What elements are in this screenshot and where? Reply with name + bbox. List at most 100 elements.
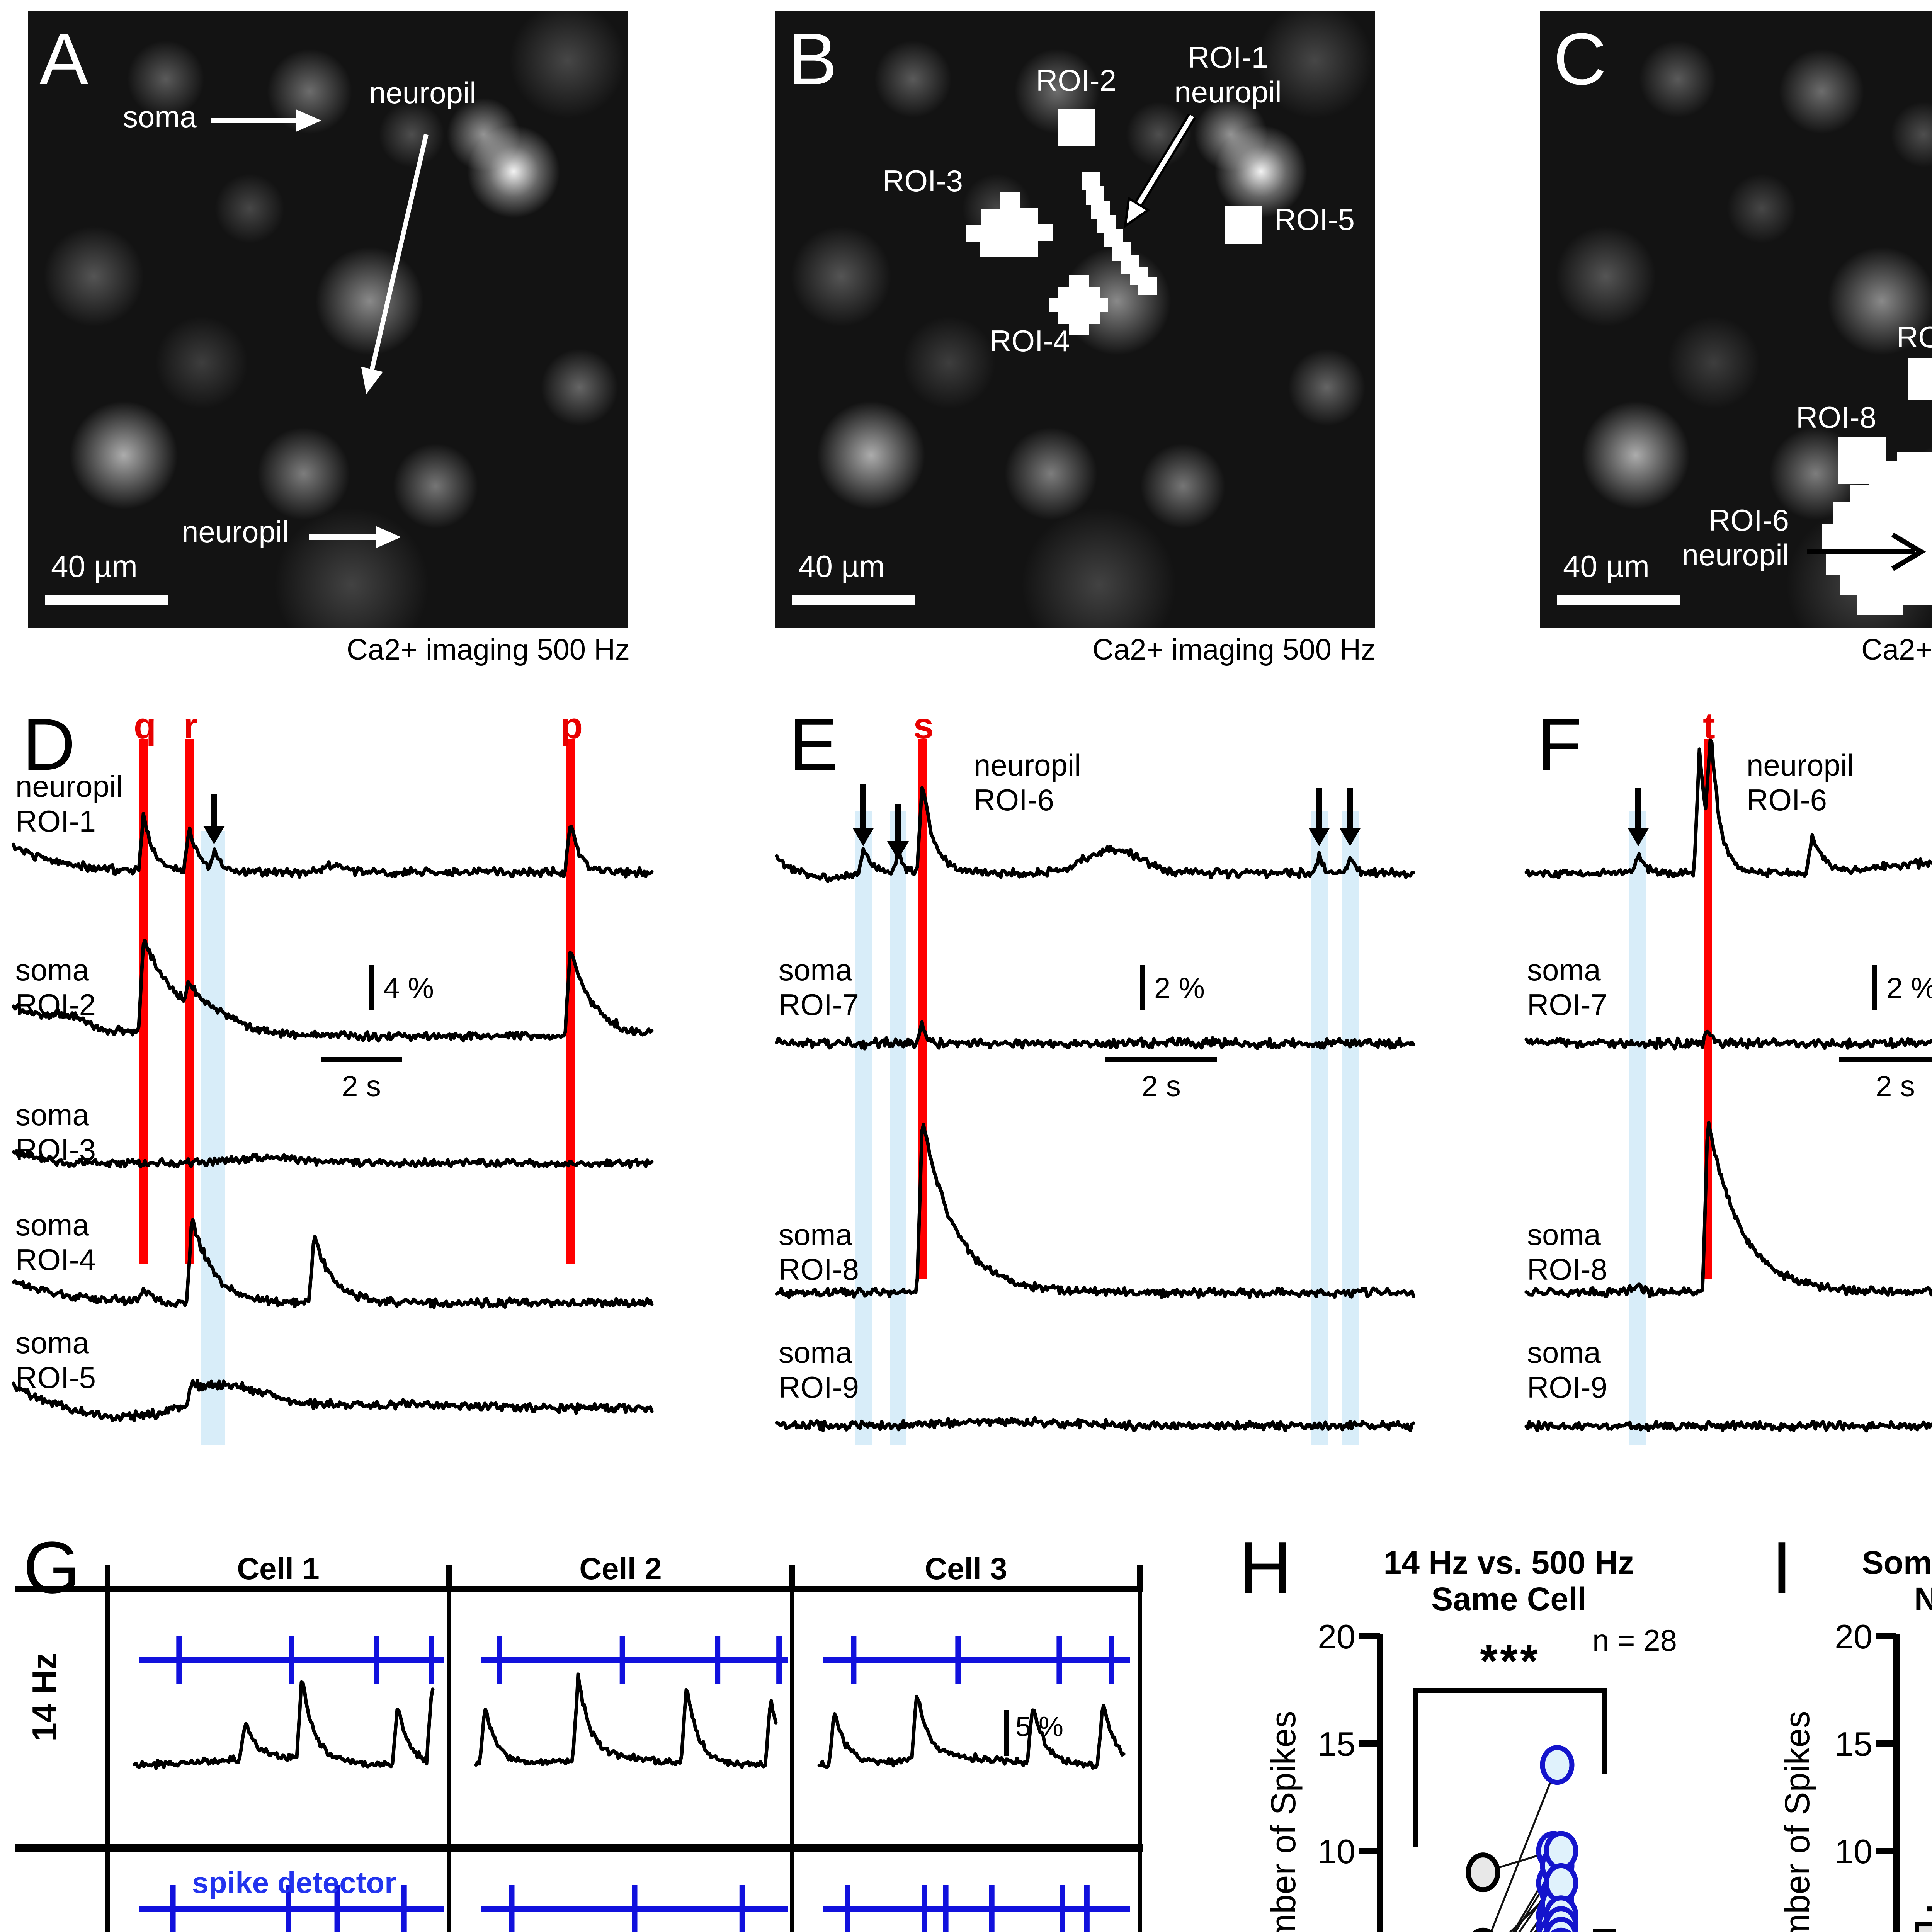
g-column-divider: [105, 1589, 110, 1932]
chart-H-pair-line: [1490, 1764, 1558, 1932]
trace-label: soma: [779, 1335, 852, 1369]
scalebar-b: [792, 595, 915, 605]
neuropil-bottom-label-a: neuropil: [182, 515, 289, 549]
cell3-header: Cell 3: [925, 1551, 1007, 1586]
panel-a-image: [28, 11, 628, 628]
chart-h-n-label: n = 28: [1592, 1623, 1677, 1657]
time-scalebar-F: [1839, 1057, 1932, 1062]
trace-label: ROI-2: [15, 988, 96, 1022]
panel-d-letter: D: [22, 704, 76, 786]
trace-label: ROI-8: [1527, 1252, 1608, 1286]
roi5-shape: [1225, 206, 1262, 244]
g-top-border: [15, 1586, 1143, 1592]
neuropil-top-arrow: [361, 367, 383, 394]
g-trace-14-cell3: [817, 1694, 1126, 1770]
roi1-arrow: [1133, 114, 1194, 211]
trace-D-row3: [12, 1218, 654, 1309]
chart-I-ytick: [1876, 1633, 1896, 1639]
stim-band-E: [855, 811, 872, 1445]
panel-f-letter: F: [1537, 704, 1582, 786]
chart-H-point-14 Hz: [1466, 1852, 1500, 1893]
chart-h-significance: ***: [1480, 1636, 1540, 1687]
trace-label: ROI-4: [15, 1243, 96, 1277]
spike-train-tick: [632, 1885, 638, 1932]
roi6-neuropil-label: neuropil: [1682, 538, 1789, 572]
roi9-label: ROI-9: [1896, 320, 1932, 354]
ytick-label: 15: [1318, 1725, 1355, 1763]
soma-label-a: soma: [123, 100, 197, 134]
trace-label: neuropil: [15, 769, 123, 803]
trace-label: neuropil: [1747, 748, 1854, 782]
chart-h-ylabel: Number of Spikes: [1264, 1711, 1303, 1932]
stim-mark-t: t: [1703, 706, 1715, 747]
chart-h-title-line1: 14 Hz vs. 500 Hz: [1383, 1544, 1634, 1581]
trace-label: soma: [15, 1208, 89, 1242]
spike-train-tick: [429, 1636, 434, 1684]
roi1-neuropil-label: neuropil: [1174, 75, 1282, 109]
spike-train-tick: [334, 1885, 340, 1932]
ytick-label: 10: [1835, 1832, 1872, 1871]
stim-mark-r: r: [183, 706, 198, 747]
stim-line-q: [139, 739, 148, 1264]
spike-train-tick: [401, 1885, 407, 1932]
stim-line-p: [566, 739, 575, 1264]
neuropil-top-arrow: [368, 134, 429, 376]
time-scale-label-e: 2 s: [1141, 1070, 1181, 1103]
event-arrow-E: [895, 804, 901, 842]
stim-line-r: [185, 739, 194, 1264]
soma-arrow: [296, 109, 321, 132]
pct-scale-label-f: 2 %: [1886, 972, 1932, 1005]
ytick-label: 20: [1835, 1617, 1872, 1656]
event-arrow-E: [1339, 828, 1361, 846]
trace-D-row4: [12, 1379, 654, 1422]
roi8-label: ROI-8: [1796, 400, 1877, 434]
chart-i-title-line1: Soma vs. Neuropil: [1862, 1544, 1932, 1581]
g-column-divider: [447, 1589, 451, 1932]
spike-train-tick: [1060, 1885, 1065, 1932]
chart-H-point-500 Hz: [1544, 1917, 1578, 1932]
trace-label: soma: [779, 1218, 852, 1252]
trace-label: soma: [779, 953, 852, 987]
spike-detector-label: spike detector: [192, 1866, 396, 1900]
spike-train-tick: [776, 1636, 782, 1684]
event-arrow-E: [860, 784, 866, 828]
event-arrow-E: [1347, 788, 1353, 828]
spike-train-tick: [289, 1636, 294, 1684]
trace-E-row3: [775, 1416, 1415, 1432]
trace-E-row0: [775, 786, 1415, 883]
stim-band-E: [1311, 811, 1328, 1445]
scalebar-label-b: 40 µm: [798, 549, 885, 583]
roi2-shape: [1058, 109, 1095, 146]
g-column-tick: [789, 1565, 795, 1589]
roi2-label: ROI-2: [1036, 63, 1117, 97]
caption-b: Ca2+ imaging 500 Hz: [1092, 633, 1376, 666]
panel-a-letter: A: [39, 18, 88, 100]
roi6-arrow: [1891, 532, 1926, 571]
event-arrow-F: [1628, 828, 1649, 846]
trace-label: soma: [1527, 1335, 1601, 1369]
pct-scalebar-F: [1872, 965, 1877, 1010]
spike-train: [823, 1906, 1130, 1912]
pct-scalebar-D: [369, 965, 374, 1010]
roi5-label: ROI-5: [1274, 202, 1355, 236]
spike-train: [139, 1906, 444, 1912]
roi1-label: ROI-1: [1187, 40, 1269, 74]
stim-mark-p: p: [560, 706, 583, 747]
event-arrow-E: [1308, 828, 1330, 846]
roi3-label: ROI-3: [882, 164, 963, 198]
stim-mark-s: s: [913, 706, 934, 747]
panel-h-letter: H: [1239, 1527, 1292, 1609]
chart-H-ytick: [1359, 1740, 1380, 1747]
caption-a: Ca2+ imaging 500 Hz: [347, 633, 630, 666]
panel-i-letter: I: [1772, 1527, 1792, 1609]
event-arrow-E: [852, 828, 874, 846]
spike-train-tick: [851, 1636, 857, 1684]
g-row-divider: [15, 1844, 1143, 1852]
cell1-header: Cell 1: [237, 1551, 320, 1586]
trace-label: ROI-9: [1527, 1370, 1608, 1404]
roi1-shape: [1138, 277, 1157, 295]
trace-label: soma: [1527, 1218, 1601, 1252]
spike-train-tick: [715, 1636, 721, 1684]
spike-train-tick: [989, 1885, 995, 1932]
